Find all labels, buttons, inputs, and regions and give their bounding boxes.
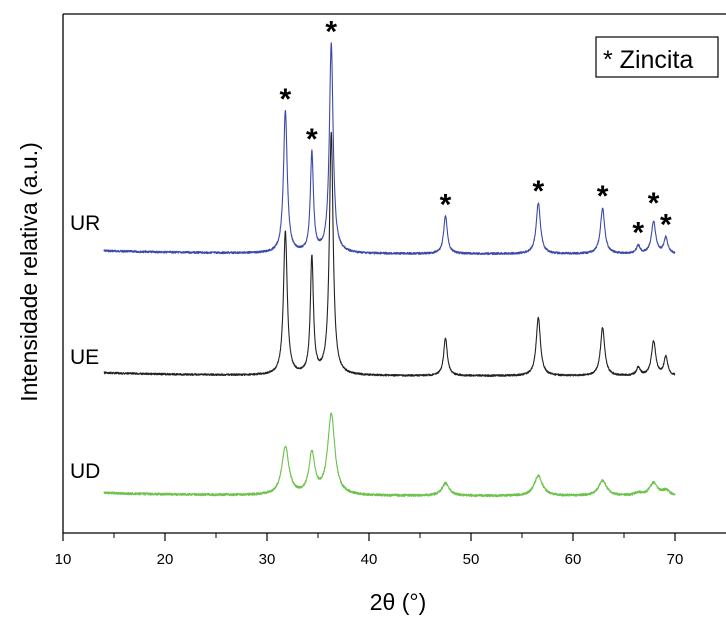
x-tick-label: 20 [157, 551, 174, 568]
series-layer [103, 42, 676, 498]
legend-text: * Zincita [603, 46, 693, 74]
x-axis-ticks: 10 20 30 40 50 60 70 [55, 533, 684, 568]
peak-star-marker: * [532, 175, 544, 208]
series-trace-ud [103, 412, 676, 498]
x-tick-label: 30 [259, 551, 276, 568]
peak-star-marker: * [632, 217, 644, 250]
series-trace-ur [103, 42, 676, 256]
x-axis-title: 2θ (°) [370, 589, 427, 615]
x-tick-label: 60 [565, 551, 582, 568]
x-tick-label: 10 [55, 551, 72, 568]
x-tick-label: 70 [667, 551, 684, 568]
peak-star-marker: * [660, 208, 672, 241]
series-label-ur: UR [70, 212, 100, 235]
peak-star-marker: * [306, 123, 318, 156]
peak-markers: **** * **** [280, 16, 672, 250]
peak-star-marker: * [597, 180, 609, 213]
legend-box: * Zincita [595, 36, 719, 78]
peak-star-marker: * [440, 188, 452, 221]
series-trace-ue [103, 131, 676, 377]
series-label-ue: UE [70, 346, 99, 369]
series-labels: UR UE UD [70, 212, 100, 483]
peak-star-marker: * [280, 83, 292, 116]
series-label-ud: UD [70, 460, 100, 483]
peak-star-marker: * [648, 187, 660, 220]
x-tick-label: 40 [361, 551, 378, 568]
plot-frame [62, 13, 726, 534]
peak-star-marker: * [325, 16, 337, 49]
y-axis-title: Intensidade relativa (a.u.) [16, 142, 42, 402]
x-tick-label: 50 [463, 551, 480, 568]
